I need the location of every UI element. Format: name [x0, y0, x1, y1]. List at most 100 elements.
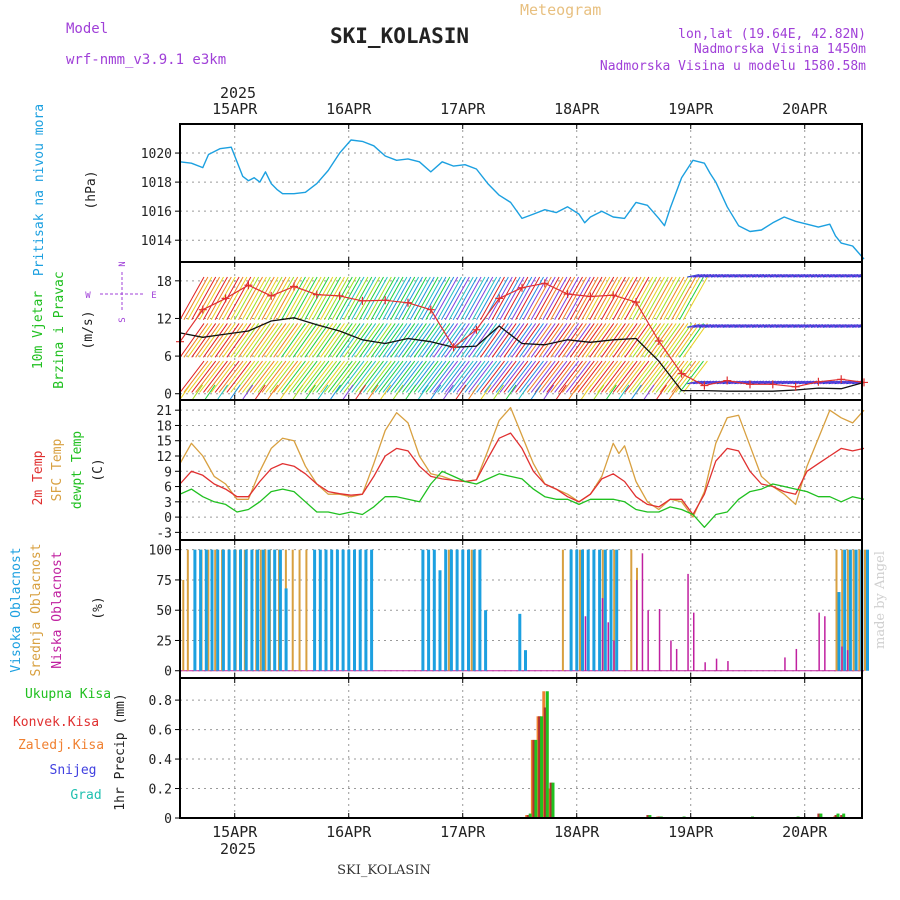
mid-cloud-bar	[207, 549, 210, 671]
wind-barb-calm	[825, 273, 838, 278]
wind-barb-calm	[763, 380, 776, 385]
wind-barb	[624, 360, 650, 393]
low-cloud-bar	[841, 646, 843, 671]
mid-cloud-bar	[259, 549, 262, 671]
wind-barb-calm	[693, 273, 706, 278]
wind-barb	[577, 323, 603, 358]
wind-barb	[643, 276, 669, 320]
wind-barb-calm	[725, 324, 738, 328]
wind-barb	[343, 323, 369, 358]
mid-cloud-bar	[182, 579, 185, 671]
wind-barb	[234, 276, 260, 320]
wind-barb-calm	[775, 273, 788, 278]
wind-barb	[402, 360, 427, 393]
wind-barb	[659, 360, 685, 393]
model-name: wrf-nmm_v3.9.1 e3km	[66, 52, 226, 68]
y-tick-label: 0.4	[149, 753, 173, 768]
wind-barb	[292, 360, 318, 393]
y-tick-label: -3	[156, 526, 172, 541]
wind-barb	[242, 384, 254, 400]
wind-barb	[503, 323, 529, 358]
convective-precip-bar	[646, 815, 650, 818]
wind-barb	[464, 360, 490, 393]
wind-barb	[210, 360, 236, 393]
high-cloud-bar	[518, 613, 522, 671]
wind-barb-calm	[802, 324, 815, 328]
high-cloud-bar	[837, 592, 841, 671]
wind-barb	[499, 276, 525, 320]
wind-barb	[394, 276, 420, 320]
mid-cloud-bar	[835, 549, 838, 671]
wind-barb	[296, 276, 322, 320]
wind-barb	[480, 384, 492, 400]
wind-barb	[191, 360, 217, 393]
wind-barb	[538, 323, 564, 358]
wind-barb	[374, 323, 400, 358]
wind-barb	[550, 276, 576, 320]
wind-barb-calm	[722, 273, 735, 278]
wind-barb	[682, 276, 708, 320]
y-tick-label: 1020	[141, 147, 172, 162]
wind-barb	[429, 360, 455, 393]
low-cloud-bar	[641, 553, 644, 671]
low-cloud-bar	[784, 657, 786, 671]
wind-barb-calm	[852, 381, 862, 385]
wind-barb-calm	[807, 273, 821, 278]
wind-barb	[538, 360, 564, 393]
wind-barb	[222, 276, 248, 320]
wind-barb	[441, 360, 466, 393]
wind-barb-calm	[749, 273, 762, 278]
wind-barb	[491, 360, 517, 393]
convective-precip-bar	[834, 815, 838, 818]
wind-barb-calm	[787, 324, 800, 328]
wind-barb-calm	[784, 273, 797, 278]
wind-barb-calm	[754, 380, 768, 385]
wind-barb	[222, 360, 248, 393]
high-cloud-bar	[330, 549, 334, 671]
wind-barb	[288, 276, 314, 320]
wind-barb-calm	[831, 273, 844, 278]
cloud-panel: 0 25 50 75 100	[149, 539, 869, 680]
wind-barb	[347, 276, 373, 320]
wind-barb	[331, 323, 357, 358]
wind-barb	[273, 323, 299, 358]
wind-barb	[569, 360, 595, 393]
wind-barb	[253, 360, 279, 393]
compass-e: E	[151, 291, 156, 301]
wind-barb	[468, 323, 494, 358]
wind-barb	[214, 323, 240, 358]
wind-barb	[534, 276, 560, 320]
high-cloud-bar	[592, 549, 596, 671]
wind-barb-calm	[810, 324, 824, 328]
wind-barb	[292, 384, 304, 400]
pressure-line	[179, 139, 865, 260]
wind-barb	[647, 323, 673, 358]
wind-barb	[269, 323, 295, 358]
wind-barb	[382, 276, 408, 320]
y-tick-label: 0.8	[149, 694, 172, 709]
wind-barb	[230, 323, 256, 358]
temp-title-2: SFC Temp	[50, 439, 65, 502]
y-tick-label: 9	[164, 465, 172, 480]
wind-barb	[281, 360, 306, 393]
wind-barb	[608, 360, 634, 393]
cloud-ylabel: (%)	[91, 596, 106, 619]
y-tick-label: 0	[164, 511, 172, 526]
wind-barb	[370, 276, 396, 320]
wind-barb	[288, 323, 314, 358]
wind-barb	[437, 276, 462, 320]
mid-cloud-bar	[561, 549, 564, 671]
total-precip-bar	[836, 813, 840, 818]
wind-barb	[675, 276, 701, 320]
convective-precip-bar	[549, 782, 553, 818]
wind-barb	[339, 360, 365, 393]
wind-barb	[238, 276, 263, 320]
wind-barb	[546, 276, 572, 320]
wind-barb-calm	[751, 273, 765, 278]
wind-barb	[390, 323, 416, 358]
precip-ylabel: 1hr Precip (mm)	[113, 693, 128, 810]
wind-barb	[636, 276, 662, 320]
wind-barb-calm	[790, 380, 803, 385]
wind-barb	[183, 276, 209, 320]
wind-barb	[402, 323, 427, 358]
